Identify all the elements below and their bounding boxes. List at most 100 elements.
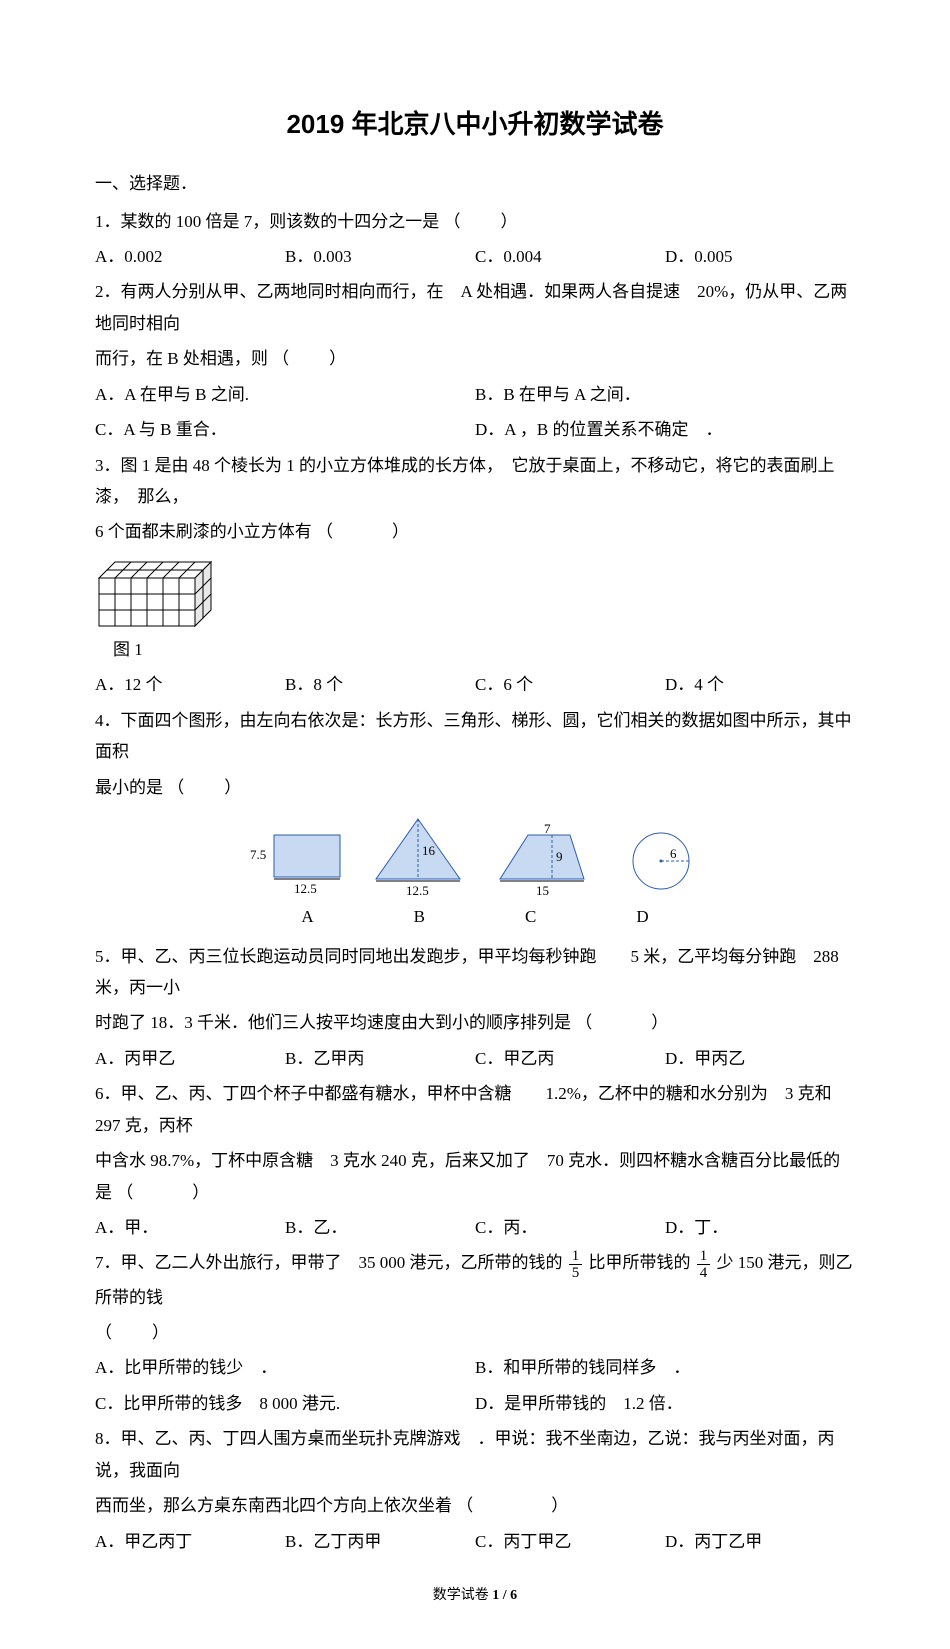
q6-paren: （ ） (116, 1177, 211, 1208)
q6-optB: B．乙． (285, 1212, 475, 1243)
q2-line2: 而行，在 B 处相遇，则 （ ） (95, 343, 855, 374)
q4-tri-b: 12.5 (406, 883, 429, 897)
q3-options: A．12 个 B．8 个 C．6 个 D．4 个 (95, 669, 855, 700)
q5-paren: （ ） (575, 1007, 670, 1038)
q4-trap-b: 15 (536, 883, 549, 897)
q6-line2: 中含水 98.7%，丁杯中原含糖 3 克水 240 克，后来又加了 70 克水．… (95, 1145, 855, 1208)
q8-options: A．甲乙丙丁 B．乙丁丙甲 C．丙丁甲乙 D．丙丁乙甲 (95, 1526, 855, 1557)
q7-frac1: 1 5 (569, 1248, 583, 1282)
q4-tri: 16 12.5 (368, 813, 468, 897)
q2-stem2: 而行，在 B 处相遇，则 (95, 349, 268, 368)
q7-paren: （ ） (95, 1317, 171, 1348)
q3-optC: C．6 个 (475, 669, 665, 700)
q8-optB: B．乙丁丙甲 (285, 1526, 475, 1557)
q4-labelD: D (636, 901, 648, 932)
q6-line1: 6．甲、乙、丙、丁四个杯子中都盛有糖水，甲杯中含糖 1.2%，乙杯中的糖和水分别… (95, 1078, 855, 1141)
q5-optB: B．乙甲丙 (285, 1043, 475, 1074)
q4-trap: 7 9 15 (492, 823, 592, 897)
q3-optD: D．4 个 (665, 669, 855, 700)
q4-circ-r: 6 (670, 846, 677, 861)
q7-frac2: 1 4 (697, 1248, 711, 1282)
q4-labelA: A (301, 901, 313, 932)
q5-optA: A．丙甲乙 (95, 1043, 285, 1074)
q8-optC: C．丙丁甲乙 (475, 1526, 665, 1557)
q7-line1: 7．甲、乙二人外出旅行，甲带了 35 000 港元，乙所带的钱的 1 5 比甲所… (95, 1247, 855, 1313)
q4-paren: （ ） (167, 772, 243, 803)
q4-rect-h: 7.5 (250, 847, 266, 862)
q4-tri-h: 16 (422, 843, 436, 858)
q2-options-r1: A．A 在甲与 B 之间. B．B 在甲与 A 之间． (95, 379, 855, 410)
q2-optB: B．B 在甲与 A 之间． (475, 379, 855, 410)
q7-optA: A．比甲所带的钱少 ． (95, 1352, 475, 1383)
q7-optC: C．比甲所带的钱多 8 000 港元. (95, 1388, 475, 1419)
q8-line1: 8．甲、乙、丙、丁四人围方桌而坐玩扑克牌游戏 ．甲说：我不坐南边，乙说：我与丙坐… (95, 1423, 855, 1486)
q4-circ: 6 (616, 827, 706, 897)
q6-optD: D．丁． (665, 1212, 855, 1243)
q1: 1．某数的 100 倍是 7，则该数的十四分之一是 （ ） (95, 206, 855, 237)
q4-line1: 4．下面四个图形，由左向右依次是：长方形、三角形、梯形、圆，它们相关的数据如图中… (95, 705, 855, 768)
cuboid-icon (95, 554, 219, 628)
q5-line2: 时跑了 18．3 千米．他们三人按平均速度由大到小的顺序排列是 （ ） (95, 1007, 855, 1038)
q7-optD: D．是甲所带钱的 1.2 倍． (475, 1388, 855, 1419)
page-title: 2019 年北京八中小升初数学试卷 (95, 100, 855, 148)
footer-page: 1 / 6 (492, 1588, 517, 1603)
q7-f2-num: 1 (697, 1248, 711, 1266)
q3-optB: B．8 个 (285, 669, 475, 700)
q2-optC: C．A 与 B 重合． (95, 414, 475, 445)
q7-line2: （ ） (95, 1317, 855, 1348)
q1-stem: 1．某数的 100 倍是 7，则该数的十四分之一是 (95, 212, 439, 231)
q2-options-r2: C．A 与 B 重合． D．A ，B 的位置关系不确定 ． (95, 414, 855, 445)
q3-stem2: 6 个面都未刷漆的小立方体有 (95, 522, 312, 541)
q7-b: 比甲所带钱的 (589, 1253, 695, 1272)
q1-optD: D．0.005 (665, 241, 855, 272)
q1-optA: A．0.002 (95, 241, 285, 272)
q7-a: 7．甲、乙二人外出旅行，甲带了 35 000 港元，乙所带的钱的 (95, 1253, 567, 1272)
q7-options-r2: C．比甲所带的钱多 8 000 港元. D．是甲所带钱的 1.2 倍． (95, 1388, 855, 1419)
q6-optC: C．丙． (475, 1212, 665, 1243)
q1-optB: B．0.003 (285, 241, 475, 272)
q2-line1: 2．有两人分别从甲、乙两地同时相向而行，在 A 处相遇．如果两人各自提速 20%… (95, 276, 855, 339)
section-heading: 一、选择题． (95, 168, 855, 199)
q8-line2: 西而坐，那么方桌东南西北四个方向上依次坐着 （ ） (95, 1490, 855, 1521)
q2-optA: A．A 在甲与 B 之间. (95, 379, 475, 410)
q3-paren: （ ） (316, 516, 411, 547)
q5-stem2: 时跑了 18．3 千米．他们三人按平均速度由大到小的顺序排列是 (95, 1013, 571, 1032)
q1-options: A．0.002 B．0.003 C．0.004 D．0.005 (95, 241, 855, 272)
q4-shapes: 7.5 12.5 16 12.5 7 9 15 6 (95, 813, 855, 897)
q5-optC: C．甲乙丙 (475, 1043, 665, 1074)
q4-line2: 最小的是 （ ） (95, 772, 855, 803)
q7-optB: B．和甲所带的钱同样多 ． (475, 1352, 855, 1383)
q5-line1: 5．甲、乙、丙三位长跑运动员同时同地出发跑步，甲平均每秒钟跑 5 米，乙平均每分… (95, 941, 855, 1004)
q4-trap-top: 7 (544, 823, 551, 836)
page-footer: 数学试卷 1 / 6 (95, 1583, 855, 1609)
q2-paren: （ ） (272, 343, 348, 374)
q4-trap-h: 9 (556, 849, 563, 864)
q4-labelC: C (525, 901, 536, 932)
q4-labels: A B C D (95, 901, 855, 932)
q7-options-r1: A．比甲所带的钱少 ． B．和甲所带的钱同样多 ． (95, 1352, 855, 1383)
q8-paren: （ ） (456, 1490, 570, 1521)
q3-caption: 图 1 (113, 634, 855, 665)
q7-f1-den: 5 (569, 1265, 583, 1282)
q4-rect-b: 12.5 (294, 881, 317, 896)
q4-labelB: B (414, 901, 425, 932)
q8-optD: D．丙丁乙甲 (665, 1526, 855, 1557)
q7-f2-den: 4 (697, 1265, 711, 1282)
q3-figure (95, 554, 855, 628)
q4-rect: 7.5 12.5 (244, 825, 344, 897)
footer-label: 数学试卷 (433, 1588, 489, 1603)
q7-f1-num: 1 (569, 1248, 583, 1266)
q4-stem2: 最小的是 (95, 778, 163, 797)
q6-options: A．甲． B．乙． C．丙． D．丁． (95, 1212, 855, 1243)
q5-optD: D．甲丙乙 (665, 1043, 855, 1074)
q3-line2: 6 个面都未刷漆的小立方体有 （ ） (95, 516, 855, 547)
q1-paren: （ ） (444, 206, 520, 237)
q3-line1: 3．图 1 是由 48 个棱长为 1 的小立方体堆成的长方体， 它放于桌面上，不… (95, 450, 855, 513)
q6-optA: A．甲． (95, 1212, 285, 1243)
q5-options: A．丙甲乙 B．乙甲丙 C．甲乙丙 D．甲丙乙 (95, 1043, 855, 1074)
q8-stem2: 西而坐，那么方桌东南西北四个方向上依次坐着 (95, 1496, 452, 1515)
q8-optA: A．甲乙丙丁 (95, 1526, 285, 1557)
q2-optD: D．A ，B 的位置关系不确定 ． (475, 414, 855, 445)
q3-optA: A．12 个 (95, 669, 285, 700)
q1-optC: C．0.004 (475, 241, 665, 272)
